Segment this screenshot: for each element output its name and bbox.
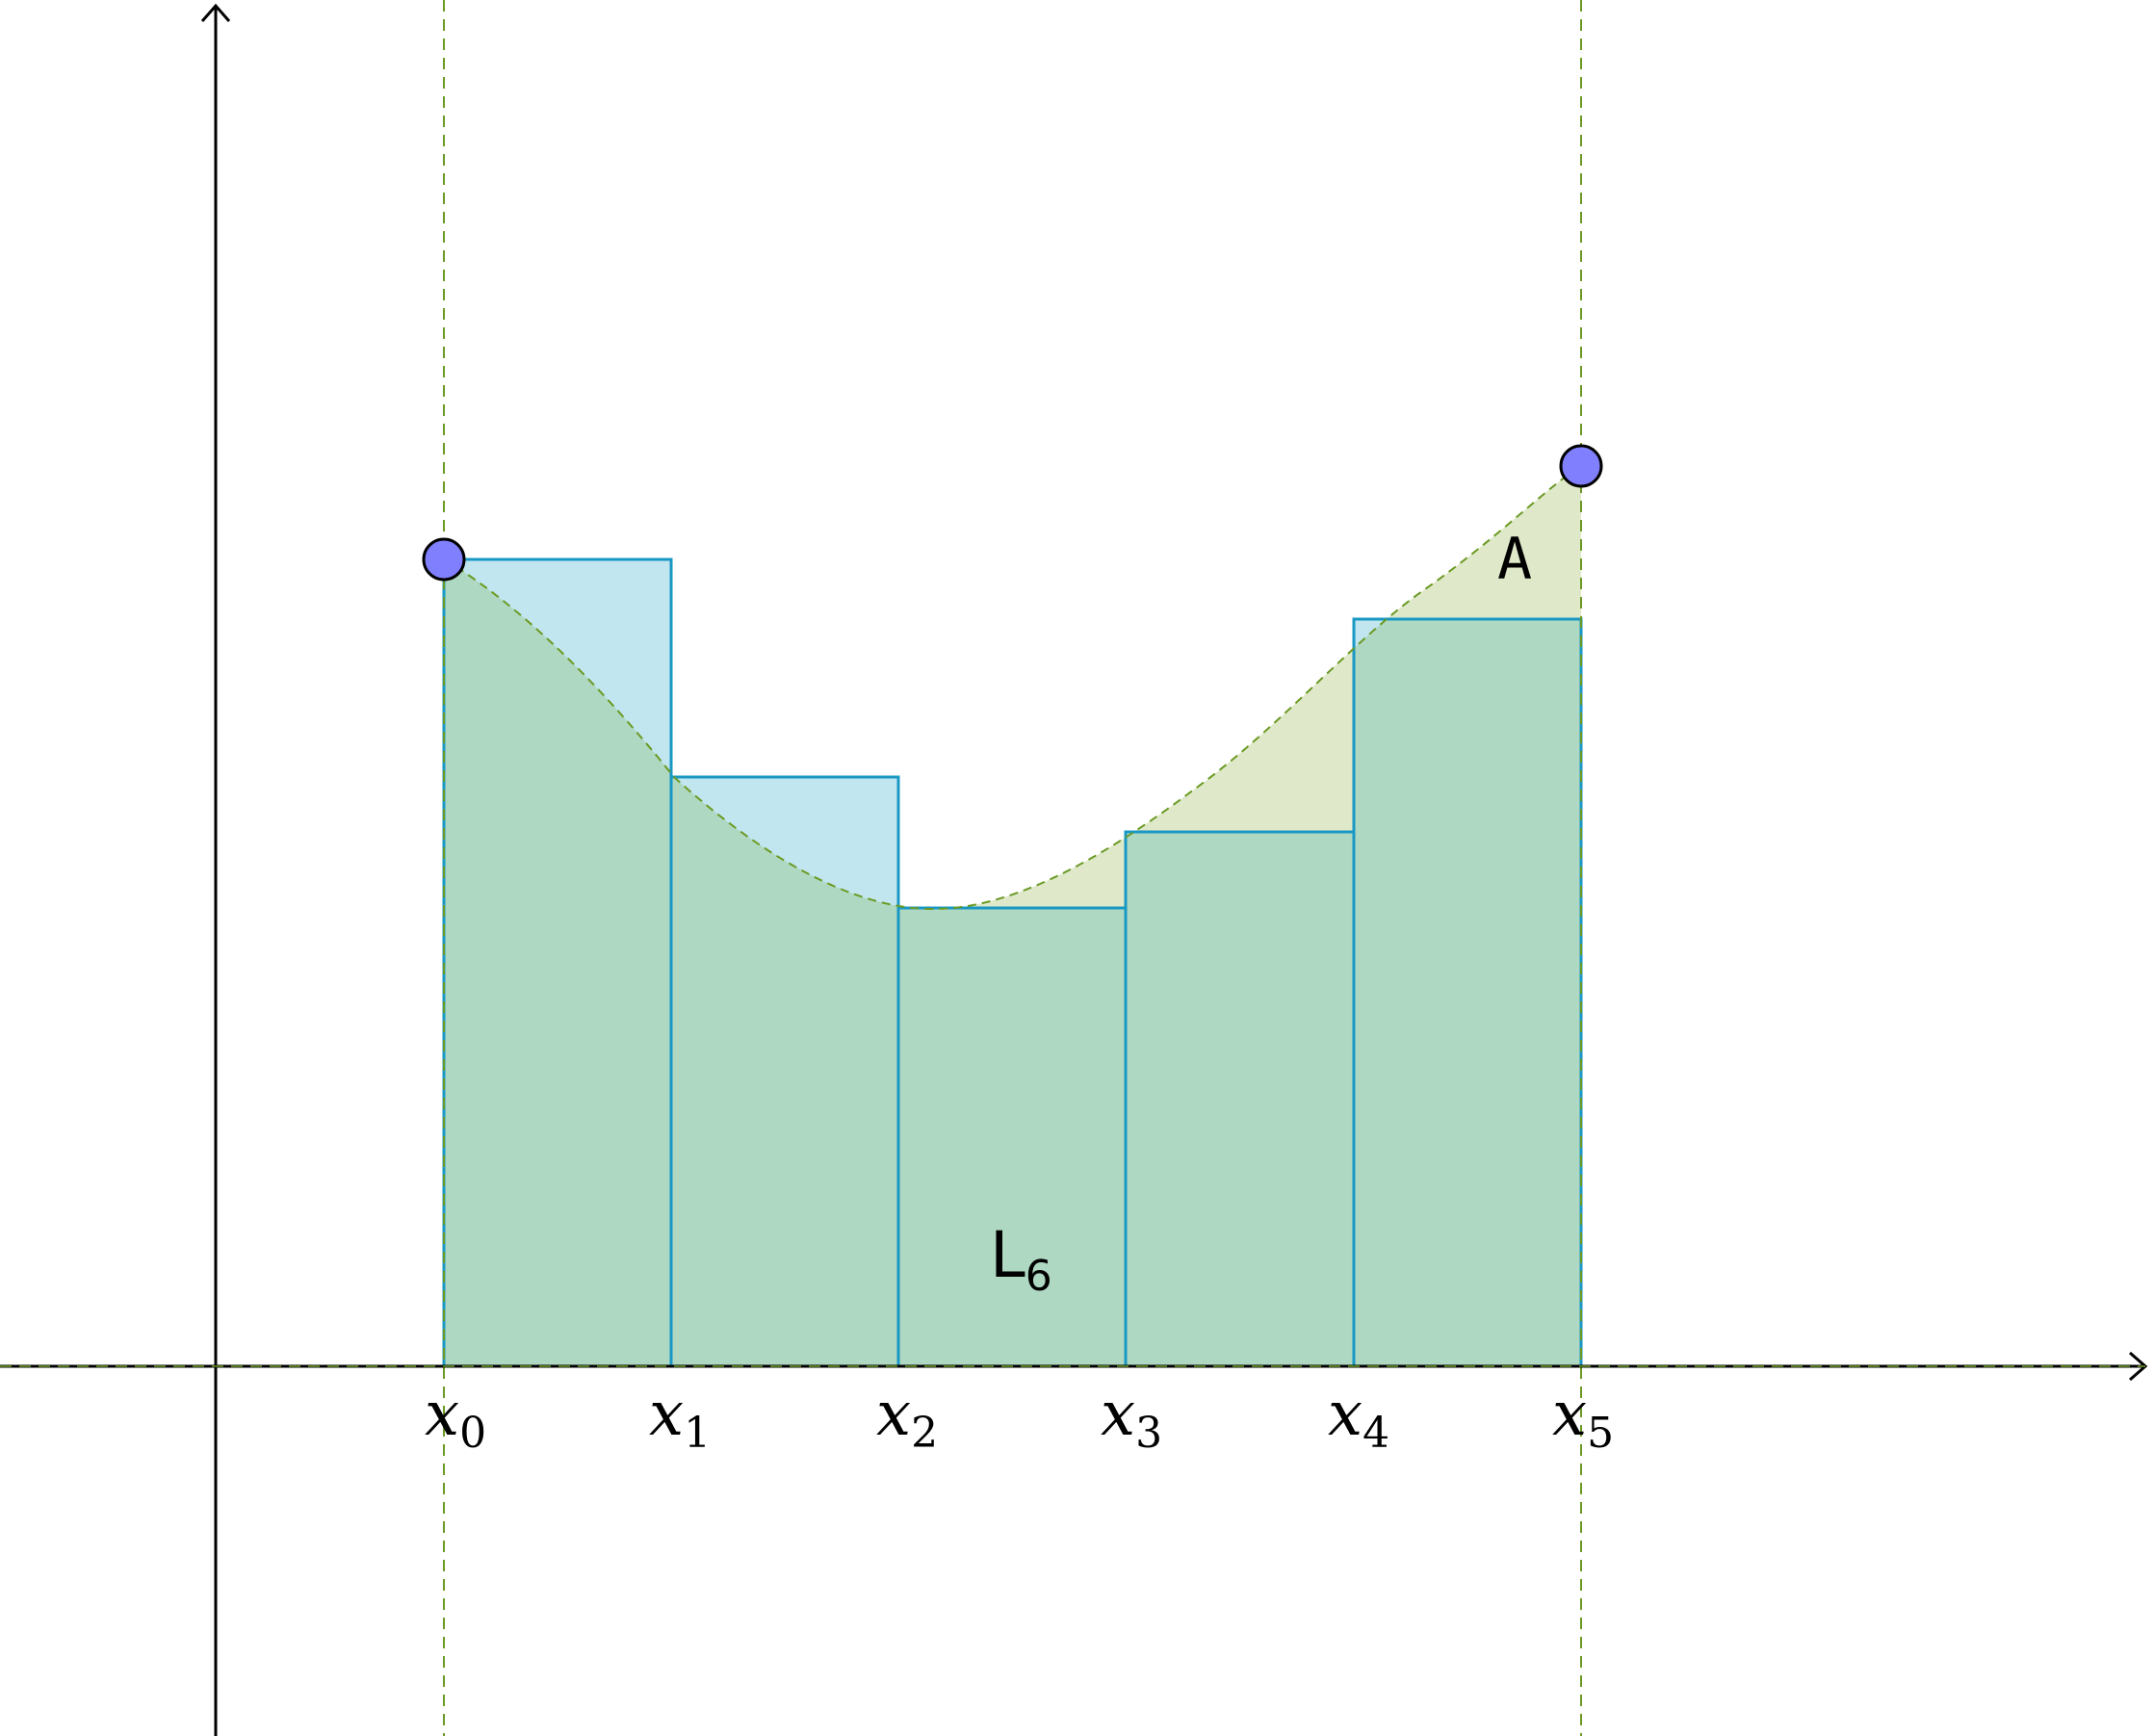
tick-label-x1: x1 [649,1379,711,1458]
overlap-region [444,559,1581,1366]
tick-label-x3: x3 [1101,1379,1162,1458]
sum-label-main: L [990,1218,1025,1292]
right-endpoint-point [1559,444,1603,488]
tick-labels: x0 x1 x2 x3 x4 x5 [425,1379,1614,1458]
function-curve [443,465,1582,911]
sum-label-subscript: 6 [1025,1252,1052,1301]
region-label-a: A [1497,526,1532,593]
tick-label-x0: x0 [425,1379,486,1458]
tick-label-x4: x4 [1328,1379,1389,1458]
tick-label-x2: x2 [876,1379,938,1458]
tick-label-x5: x5 [1552,1379,1614,1458]
y-axis-arrowhead [200,3,231,22]
left-endpoint-point [422,537,466,582]
sum-label: L6 [990,1218,1052,1301]
